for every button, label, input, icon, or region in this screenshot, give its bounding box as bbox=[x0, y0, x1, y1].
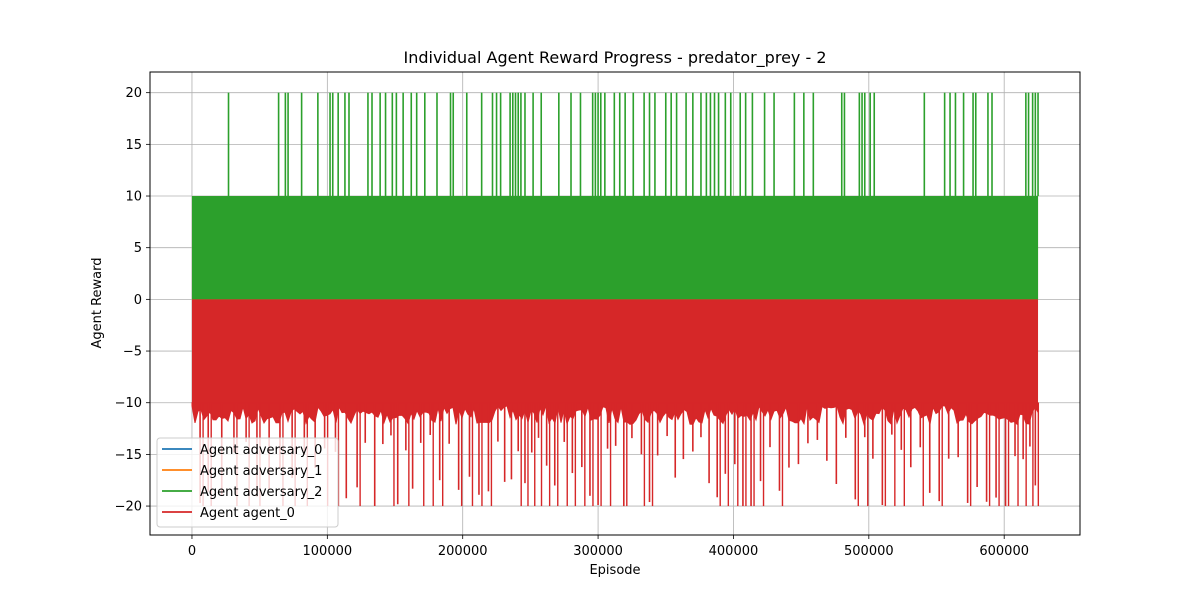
series-band bbox=[191, 299, 1039, 403]
y-tick-label: 20 bbox=[125, 86, 142, 101]
y-tick-label: 5 bbox=[134, 241, 142, 256]
y-axis: −20 −15 −10 −5 0 5 10 15 20 bbox=[115, 86, 150, 515]
series-layer bbox=[191, 92, 1040, 507]
y-tick-label: −20 bbox=[115, 500, 142, 515]
x-axis: 0 100000 200000 300000 400000 500000 600000 bbox=[188, 535, 1029, 559]
x-tick-label: 600000 bbox=[979, 544, 1029, 559]
legend-box bbox=[156, 437, 339, 528]
legend: Agent adversary_0 Agent adversary_1 Agent … bbox=[156, 437, 339, 528]
x-tick-label: 500000 bbox=[844, 544, 894, 559]
legend-label: Agent agent_0 bbox=[200, 506, 295, 521]
y-tick-label: −10 bbox=[115, 396, 142, 411]
x-tick-label: 200000 bbox=[438, 544, 488, 559]
plot-frame bbox=[149, 71, 1081, 536]
legend-label: Agent adversary_0 bbox=[200, 443, 322, 458]
y-tick-label: 15 bbox=[125, 138, 142, 153]
y-tick-label: −5 bbox=[123, 345, 142, 360]
x-tick-label: 300000 bbox=[573, 544, 623, 559]
y-axis-label: Agent Reward bbox=[90, 257, 105, 348]
y-tick-label: 10 bbox=[125, 190, 142, 205]
y-tick-label: 0 bbox=[134, 293, 142, 308]
series-agent-adversary_2 bbox=[191, 92, 1039, 300]
legend-label: Agent adversary_2 bbox=[200, 485, 322, 500]
x-tick-label: 400000 bbox=[709, 544, 759, 559]
legend-label: Agent adversary_1 bbox=[200, 464, 322, 479]
chart-title: Individual Agent Reward Progress - preda… bbox=[404, 48, 827, 68]
x-tick-label: 100000 bbox=[303, 544, 353, 559]
series-band bbox=[191, 196, 1039, 300]
x-axis-label: Episode bbox=[589, 563, 640, 578]
y-tick-label: −15 bbox=[115, 448, 142, 463]
x-tick-label: 0 bbox=[188, 544, 196, 559]
